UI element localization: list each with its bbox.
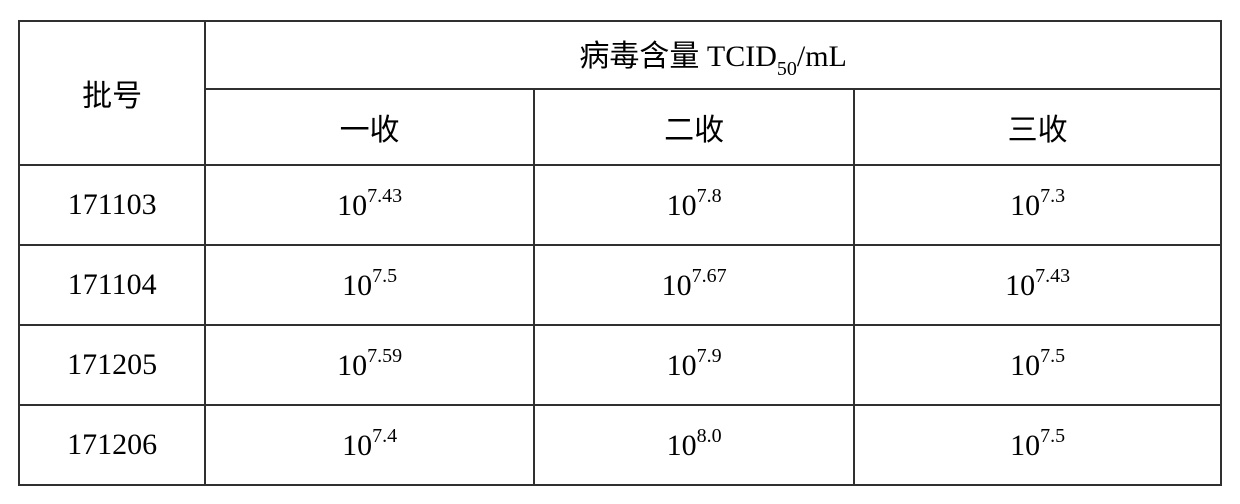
table-row: 171206 107.4 108.0 107.5 (19, 405, 1221, 485)
cell-harvest-1: 107.5 (205, 245, 534, 325)
value-base: 10 (337, 189, 367, 222)
value-exp: 7.5 (1040, 345, 1065, 367)
cell-harvest-1: 107.59 (205, 325, 534, 405)
cell-harvest-2: 108.0 (534, 405, 855, 485)
value-base: 10 (1010, 189, 1040, 222)
table-row: 171205 107.59 107.9 107.5 (19, 325, 1221, 405)
col-header-harvest-1: 一收 (205, 89, 534, 165)
value-base: 10 (342, 429, 372, 462)
cell-batch: 171103 (19, 165, 205, 245)
col-header-harvest-3: 三收 (854, 89, 1221, 165)
value-base: 10 (662, 269, 692, 302)
value-base: 10 (342, 269, 372, 302)
virus-titer-prefix: 病毒含量 TCID (579, 40, 777, 73)
value-exp: 8.0 (697, 425, 722, 447)
value-base: 10 (1005, 269, 1035, 302)
value-base: 10 (337, 349, 367, 382)
value-exp: 7.8 (697, 185, 722, 207)
table-row: 171103 107.43 107.8 107.3 (19, 165, 1221, 245)
cell-harvest-3: 107.5 (854, 325, 1221, 405)
value-base: 10 (667, 189, 697, 222)
cell-harvest-2: 107.9 (534, 325, 855, 405)
cell-batch: 171206 (19, 405, 205, 485)
value-exp: 7.43 (1035, 265, 1070, 287)
cell-harvest-3: 107.5 (854, 405, 1221, 485)
value-exp: 7.9 (697, 345, 722, 367)
cell-harvest-2: 107.67 (534, 245, 855, 325)
value-exp: 7.3 (1040, 185, 1065, 207)
virus-titer-table: 批号 病毒含量 TCID50/mL 一收 二收 三收 171103 107.43… (18, 20, 1222, 486)
cell-harvest-3: 107.43 (854, 245, 1221, 325)
value-exp: 7.4 (372, 425, 397, 447)
cell-batch: 171104 (19, 245, 205, 325)
cell-batch: 171205 (19, 325, 205, 405)
value-exp: 7.67 (692, 265, 727, 287)
virus-titer-sub: 50 (777, 58, 797, 80)
value-exp: 7.43 (367, 185, 402, 207)
col-header-batch: 批号 (19, 21, 205, 165)
cell-harvest-1: 107.43 (205, 165, 534, 245)
value-base: 10 (1010, 429, 1040, 462)
cell-harvest-1: 107.4 (205, 405, 534, 485)
value-exp: 7.59 (367, 345, 402, 367)
value-exp: 7.5 (372, 265, 397, 287)
col-header-virus-titer: 病毒含量 TCID50/mL (205, 21, 1221, 89)
virus-titer-suffix: /mL (797, 40, 847, 73)
value-exp: 7.5 (1040, 425, 1065, 447)
table-row: 171104 107.5 107.67 107.43 (19, 245, 1221, 325)
value-base: 10 (667, 349, 697, 382)
cell-harvest-3: 107.3 (854, 165, 1221, 245)
value-base: 10 (1010, 349, 1040, 382)
value-base: 10 (667, 429, 697, 462)
col-header-harvest-2: 二收 (534, 89, 855, 165)
cell-harvest-2: 107.8 (534, 165, 855, 245)
